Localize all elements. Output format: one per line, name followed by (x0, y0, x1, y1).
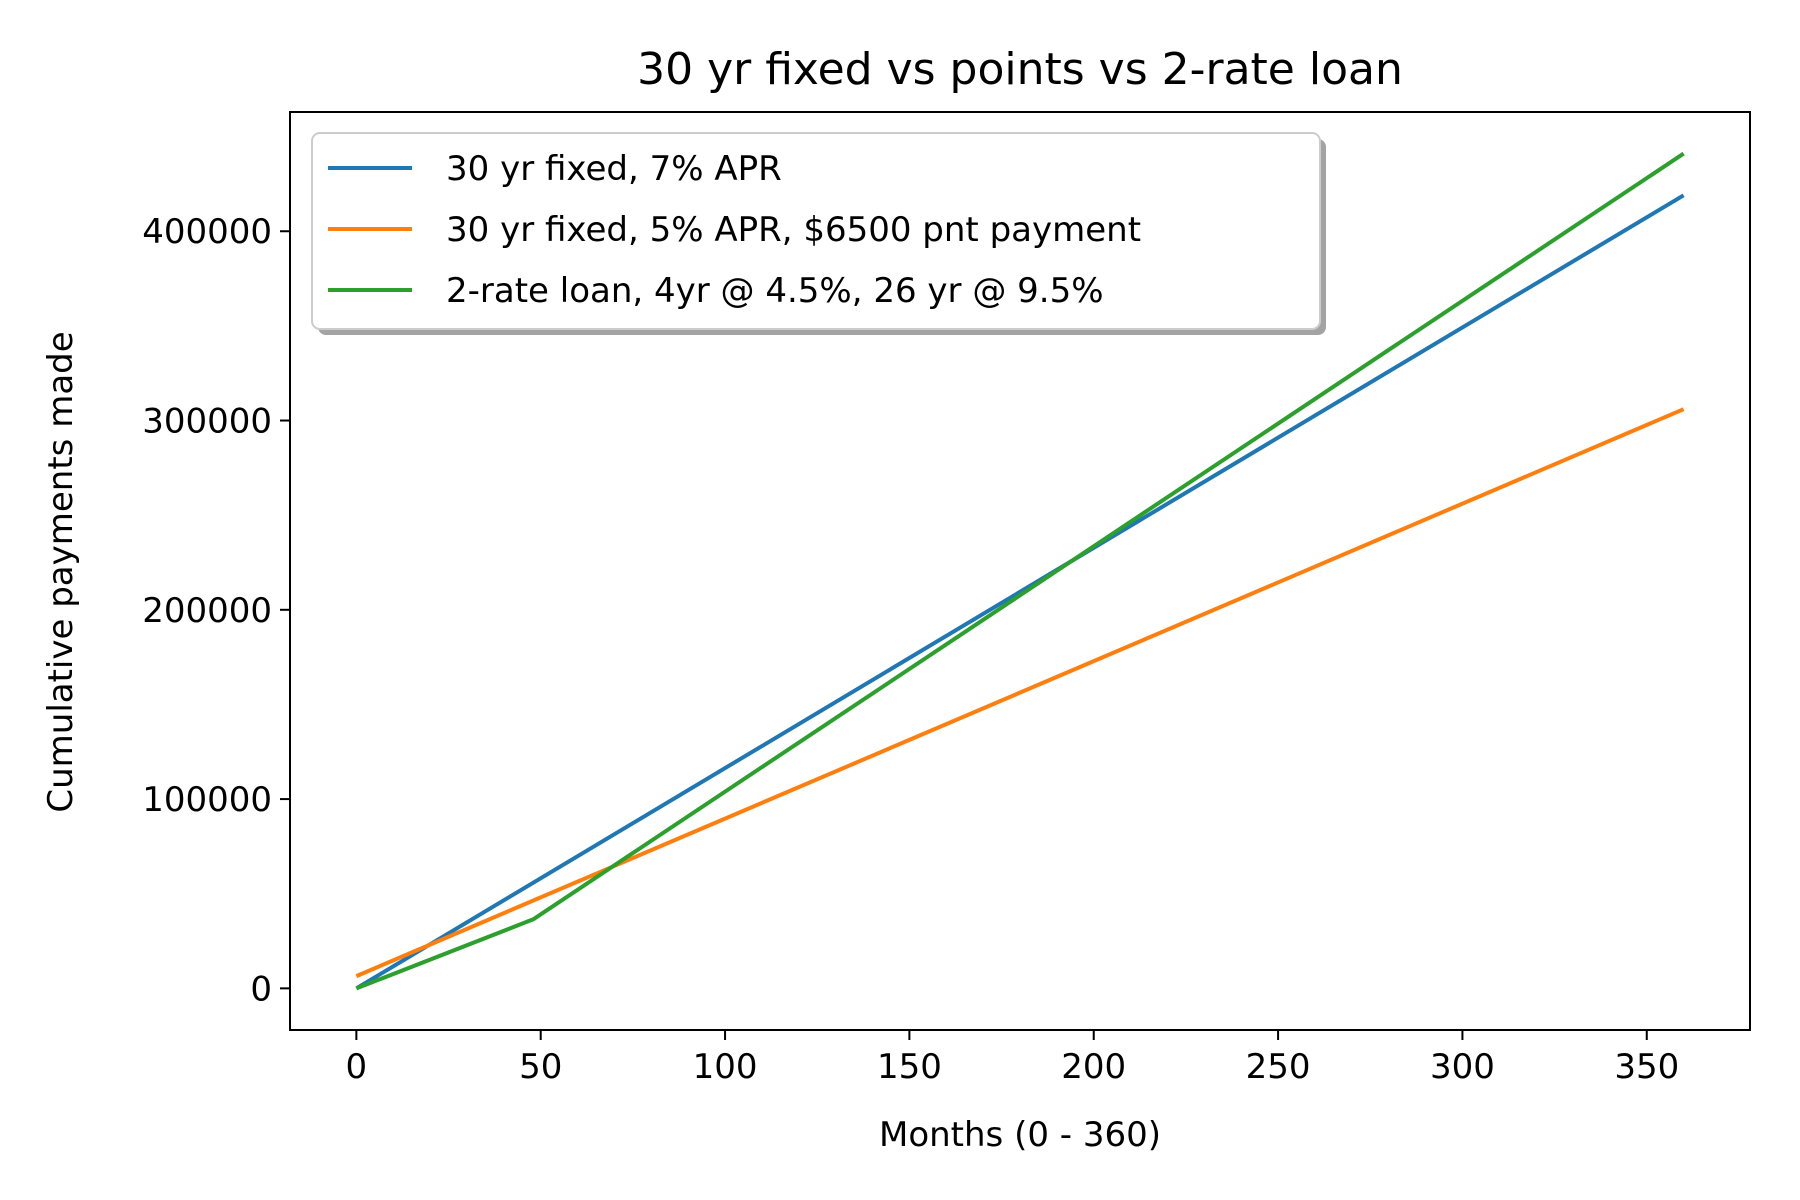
x-tick-label: 200 (1061, 1047, 1126, 1087)
legend-label-3: 2-rate loan, 4yr @ 4.5%, 26 yr @ 9.5% (446, 271, 1104, 311)
y-tick-label: 100000 (142, 780, 272, 820)
plot-area (289, 111, 1751, 1031)
chart-title: 30 yr fixed vs points vs 2-rate loan (637, 44, 1403, 95)
x-axis-title: Months (0 - 360) (879, 1115, 1161, 1155)
series-line-3 (355, 151, 1685, 991)
series-line-2 (355, 407, 1685, 978)
legend: 30 yr fixed, 7% APR 30 yr fixed, 5% APR, … (311, 132, 1326, 335)
x-tick-label: 350 (1614, 1047, 1679, 1087)
y-axis-title: Cumulative payments made (41, 331, 81, 812)
x-tick-label: 0 (346, 1047, 368, 1087)
y-tick-label: 400000 (142, 212, 272, 252)
series-line-1 (355, 193, 1685, 991)
y-tick-label: 200000 (142, 591, 272, 631)
plot-frame (289, 111, 1751, 1031)
x-axis: 0 50 100 150 200 250 300 350 (346, 1030, 1679, 1087)
y-tick-label: 300000 (142, 402, 272, 442)
legend-box (311, 132, 1321, 330)
x-tick-label: 100 (693, 1047, 758, 1087)
x-tick-label: 250 (1246, 1047, 1311, 1087)
legend-label-1: 30 yr fixed, 7% APR (446, 149, 782, 189)
legend-label-2: 30 yr fixed, 5% APR, $6500 pnt payment (446, 210, 1141, 250)
x-tick-label: 50 (519, 1047, 562, 1087)
x-tick-label: 150 (877, 1047, 942, 1087)
y-tick-label: 0 (250, 969, 272, 1009)
x-tick-label: 300 (1430, 1047, 1495, 1087)
y-axis: 0 100000 200000 300000 400000 (142, 212, 290, 1009)
